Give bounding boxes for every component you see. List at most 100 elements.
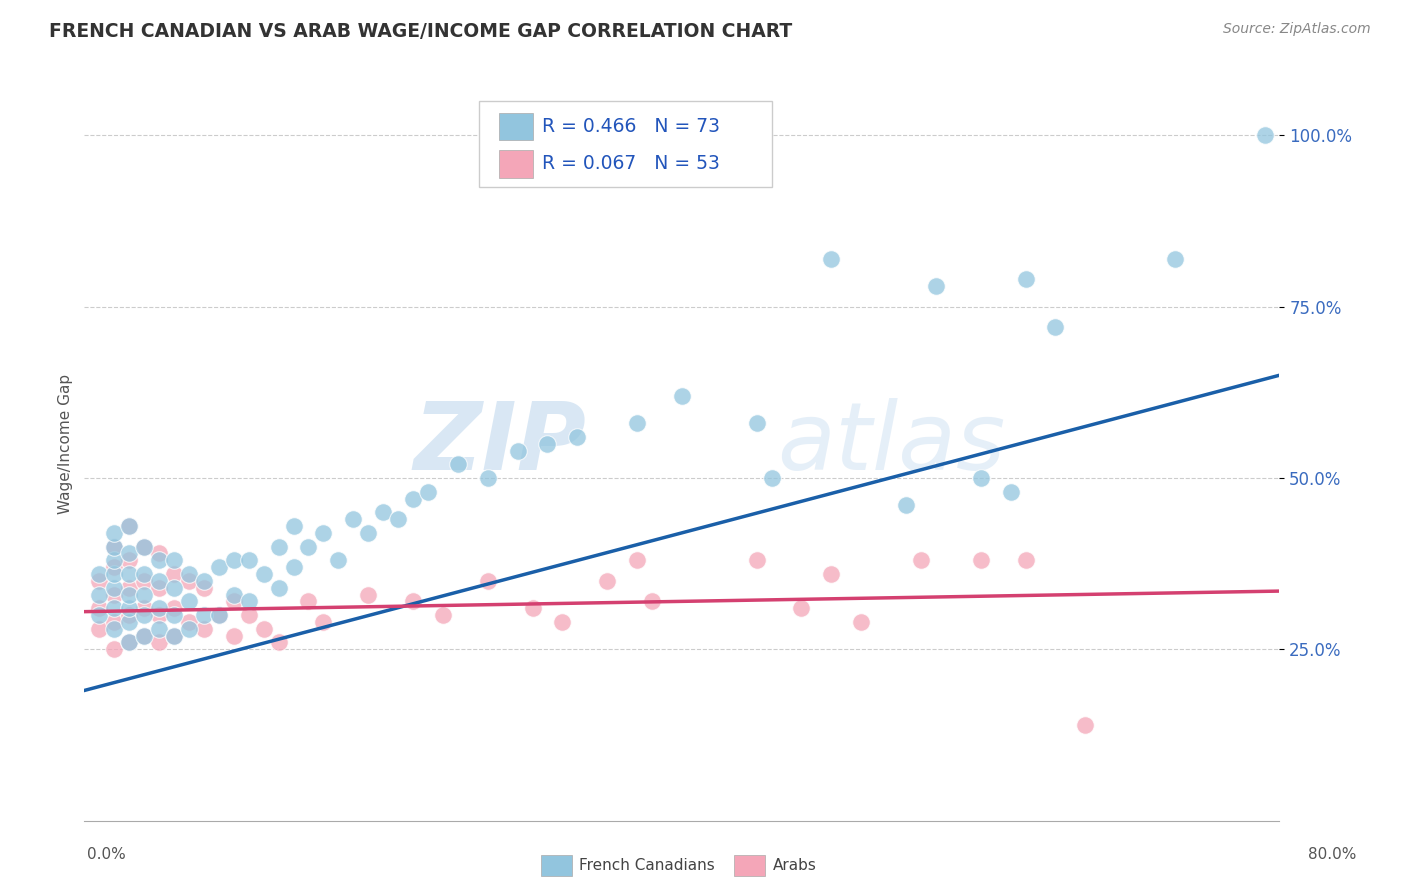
Point xyxy=(745,416,768,430)
Point xyxy=(118,519,141,533)
Point xyxy=(1253,128,1275,143)
Point xyxy=(148,635,170,649)
Point xyxy=(312,615,335,629)
Point xyxy=(402,491,425,506)
Point xyxy=(89,622,111,636)
Point xyxy=(641,594,664,608)
Point xyxy=(148,581,170,595)
Point xyxy=(163,601,186,615)
Point xyxy=(671,389,693,403)
Point xyxy=(551,615,574,629)
Point xyxy=(163,629,186,643)
Point xyxy=(357,525,380,540)
Point xyxy=(132,601,156,615)
Point xyxy=(132,629,156,643)
Point xyxy=(1074,717,1097,731)
Point xyxy=(177,574,200,588)
Point xyxy=(222,588,245,602)
Text: ZIP: ZIP xyxy=(413,398,586,490)
Point xyxy=(970,553,993,567)
Point xyxy=(238,608,260,623)
Point xyxy=(1164,252,1187,266)
Point xyxy=(148,546,170,560)
Point xyxy=(103,588,125,602)
Point xyxy=(477,574,499,588)
Point xyxy=(132,574,156,588)
Point xyxy=(103,601,125,615)
Point xyxy=(208,608,231,623)
Point xyxy=(177,594,200,608)
Point xyxy=(163,581,186,595)
Point xyxy=(103,525,125,540)
FancyBboxPatch shape xyxy=(499,151,533,178)
Point xyxy=(790,601,813,615)
Point xyxy=(103,560,125,574)
Point xyxy=(596,574,619,588)
Point xyxy=(89,574,111,588)
Point xyxy=(132,629,156,643)
Text: French Canadians: French Canadians xyxy=(579,858,716,872)
Point xyxy=(1045,320,1067,334)
Point xyxy=(163,608,186,623)
Point xyxy=(283,519,305,533)
Point xyxy=(118,635,141,649)
Point xyxy=(626,553,648,567)
Point xyxy=(342,512,364,526)
Point xyxy=(357,588,380,602)
Point xyxy=(193,581,215,595)
Point xyxy=(177,615,200,629)
Point xyxy=(761,471,783,485)
Text: Source: ZipAtlas.com: Source: ZipAtlas.com xyxy=(1223,22,1371,37)
Point xyxy=(222,594,245,608)
Point xyxy=(567,430,589,444)
Point xyxy=(851,615,873,629)
Text: R = 0.067   N = 53: R = 0.067 N = 53 xyxy=(543,154,720,173)
Point xyxy=(416,484,439,499)
Point xyxy=(238,553,260,567)
Point xyxy=(132,608,156,623)
Point xyxy=(132,540,156,554)
FancyBboxPatch shape xyxy=(479,101,772,187)
Point xyxy=(193,574,215,588)
Point xyxy=(118,546,141,560)
Point xyxy=(373,505,395,519)
Point xyxy=(477,471,499,485)
Point xyxy=(253,566,276,581)
Point xyxy=(148,608,170,623)
Point xyxy=(297,594,319,608)
Text: 80.0%: 80.0% xyxy=(1309,847,1357,862)
Point xyxy=(177,622,200,636)
Point xyxy=(132,588,156,602)
Point xyxy=(118,615,141,629)
Point xyxy=(193,622,215,636)
Point xyxy=(118,566,141,581)
Point xyxy=(522,601,544,615)
Point xyxy=(89,566,111,581)
Point xyxy=(118,519,141,533)
Point xyxy=(447,458,470,472)
Point xyxy=(103,581,125,595)
FancyBboxPatch shape xyxy=(499,113,533,140)
Point xyxy=(328,553,350,567)
Point xyxy=(432,608,454,623)
Point xyxy=(222,629,245,643)
Point xyxy=(894,499,917,513)
Point xyxy=(148,553,170,567)
Point xyxy=(267,581,290,595)
Point xyxy=(148,622,170,636)
Point xyxy=(536,436,558,450)
Point xyxy=(103,642,125,657)
Point xyxy=(970,471,993,485)
Point xyxy=(103,553,125,567)
Point xyxy=(208,608,231,623)
Point xyxy=(253,622,276,636)
Point xyxy=(148,601,170,615)
Point xyxy=(1014,272,1036,286)
Point xyxy=(267,635,290,649)
Point xyxy=(387,512,409,526)
Point xyxy=(89,601,111,615)
Y-axis label: Wage/Income Gap: Wage/Income Gap xyxy=(58,374,73,514)
Text: 0.0%: 0.0% xyxy=(87,847,127,862)
Point xyxy=(118,608,141,623)
Point xyxy=(745,553,768,567)
